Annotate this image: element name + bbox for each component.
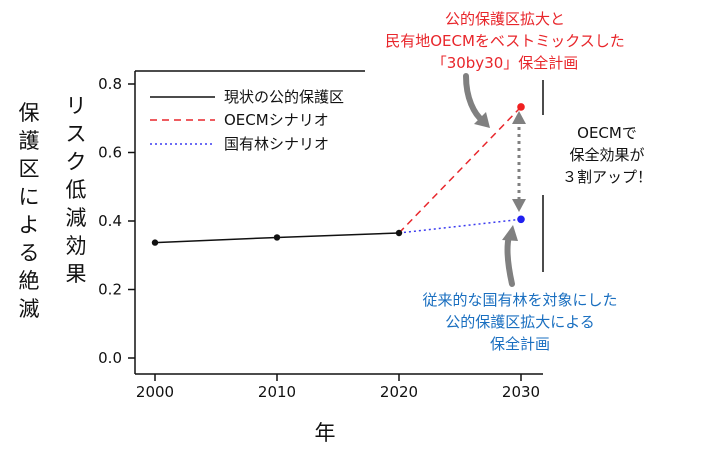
annotation-effect-line-2: 保全効果が xyxy=(569,146,644,164)
x-tick-label: 2010 xyxy=(258,383,296,401)
data-point-national-forest-2030 xyxy=(517,215,525,224)
series-national-forest-line xyxy=(398,218,522,234)
annotation-effect-line-1: OECMで xyxy=(577,124,637,142)
legend-label-national-forest: 国有林シナリオ xyxy=(224,135,329,153)
data-point-current xyxy=(273,234,281,241)
red-callout-arrow xyxy=(463,73,490,128)
y-tick-label: 0.0 xyxy=(98,349,122,367)
y-tick-label: 0.4 xyxy=(98,212,122,230)
annotation-oecm-plan-line-1: 公的保護区拡大と xyxy=(445,10,565,28)
x-tick-label: 2000 xyxy=(136,383,174,401)
x-tick-label: 2020 xyxy=(380,383,418,401)
comparison-arrow xyxy=(512,111,526,212)
annotation-oecm-plan-line-2: 民有地OECMをベストミックスした xyxy=(385,32,625,50)
data-point-current xyxy=(395,229,403,237)
x-axis-label: 年 xyxy=(315,421,336,445)
y-tick-label: 0.6 xyxy=(98,144,122,162)
annotation-oecm-plan-line-3: 「30by30」保全計画 xyxy=(432,54,579,72)
x-tick-label: 2030 xyxy=(502,383,540,401)
annotation-effect-line-3: ３割アップ！ xyxy=(562,168,652,186)
data-point-oecm-2030 xyxy=(517,103,525,111)
legend-label-oecm: OECMシナリオ xyxy=(224,111,329,129)
annotation-national-forest-plan-line-2: 公的保護区拡大による xyxy=(445,313,595,331)
legend: 現状の公的保護区 OECMシナリオ 国有林シナリオ xyxy=(150,88,344,153)
y-tick-label: 0.2 xyxy=(98,281,122,299)
annotation-national-forest-plan-line-1: 従来的な国有林を対象にした xyxy=(422,291,617,309)
annotation-national-forest-plan-line-3: 保全計画 xyxy=(490,335,550,353)
y-tick-label: 0.8 xyxy=(98,75,122,93)
series-oecm-line xyxy=(398,106,522,234)
y-axis-label-line2: リスク低減効果 xyxy=(66,94,87,286)
data-point-current xyxy=(151,239,159,246)
legend-label-current: 現状の公的保護区 xyxy=(224,88,344,106)
y-axis-label-line1: 保護区による絶滅 xyxy=(19,101,40,321)
y-axis-label: 保護区による絶滅 リスク低減効果 xyxy=(19,94,87,321)
blue-callout-arrow xyxy=(502,225,518,287)
